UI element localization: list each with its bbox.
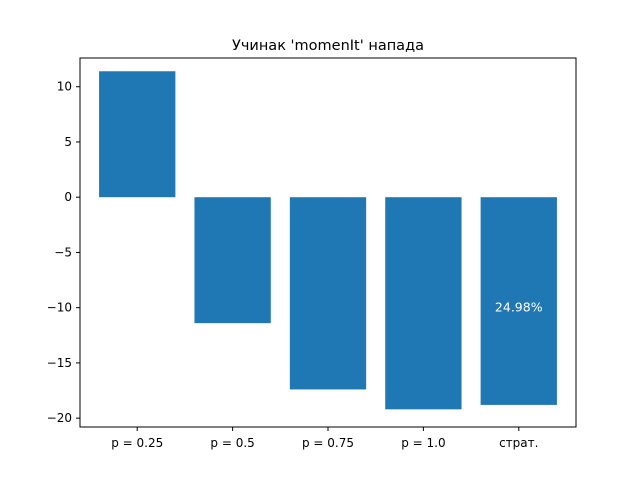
bar [194,197,271,324]
chart-title: Учинак 'momenIt' напада [232,38,424,54]
y-tick-label: 5 [64,135,72,149]
x-tick-label: p = 1.0 [401,436,445,450]
y-tick-label: −15 [47,356,72,370]
bars-group [99,71,557,410]
y-tick-label: −20 [47,411,72,425]
bar [289,197,367,390]
y-tick-label: −5 [54,245,72,259]
bar [385,197,462,410]
x-tick-label: p = 0.25 [111,436,163,450]
x-tick-label: p = 0.75 [302,436,354,450]
x-tick-label: p = 0.5 [210,436,254,450]
bar [480,197,557,405]
y-tick-label: 10 [57,80,72,94]
bar-annotation: 24.98% [495,300,543,315]
annotations-group: 24.98% [495,300,543,315]
bar [99,71,176,198]
y-tick-label: −10 [47,301,72,315]
x-axis: p = 0.25 p = 0.5 p = 0.75 p = 1.0 страт. [111,427,538,450]
y-tick-label: 0 [64,190,72,204]
y-axis: 10 5 0 −5 −10 −15 −20 [47,80,80,425]
plot-frame [79,57,577,428]
x-tick-label: страт. [499,436,538,450]
